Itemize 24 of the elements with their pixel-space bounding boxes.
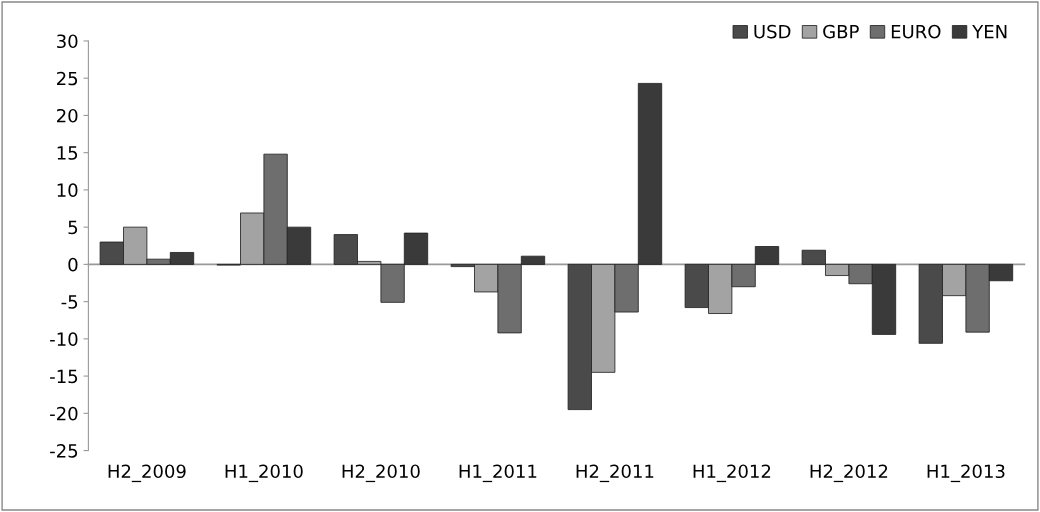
x-tick-label: H1_2013	[927, 464, 1005, 483]
y-tick-label: 5	[68, 220, 78, 235]
x-tick-label: H1_2012	[693, 464, 771, 483]
y-tick-label: -15	[50, 369, 78, 384]
legend-label: GBP	[823, 24, 859, 39]
y-tick-label: 20	[57, 108, 78, 123]
y-tick-label: 25	[57, 71, 78, 86]
y-tick-label: 30	[57, 34, 78, 49]
y-tick-label: 0	[68, 257, 78, 272]
y-tick-label: -20	[50, 406, 78, 421]
legend-label: USD	[754, 24, 791, 39]
x-tick-label: H2_2009	[108, 464, 186, 483]
x-tick-label: H2_2011	[576, 464, 654, 483]
x-tick-label: H1_2011	[459, 464, 537, 483]
y-tick-label: -10	[50, 332, 78, 346]
y-tick-label: 15	[57, 146, 78, 160]
y-tick-label: -25	[50, 444, 78, 458]
legend-label: YEN	[972, 25, 1007, 39]
y-tick-label: 10	[57, 183, 78, 198]
x-tick-label: H2_2012	[810, 464, 888, 483]
y-tick-label: -5	[61, 295, 78, 309]
x-tick-label: H1_2010	[225, 464, 303, 483]
legend-label: EURO	[891, 24, 941, 39]
x-tick-label: H2_2010	[342, 464, 420, 483]
